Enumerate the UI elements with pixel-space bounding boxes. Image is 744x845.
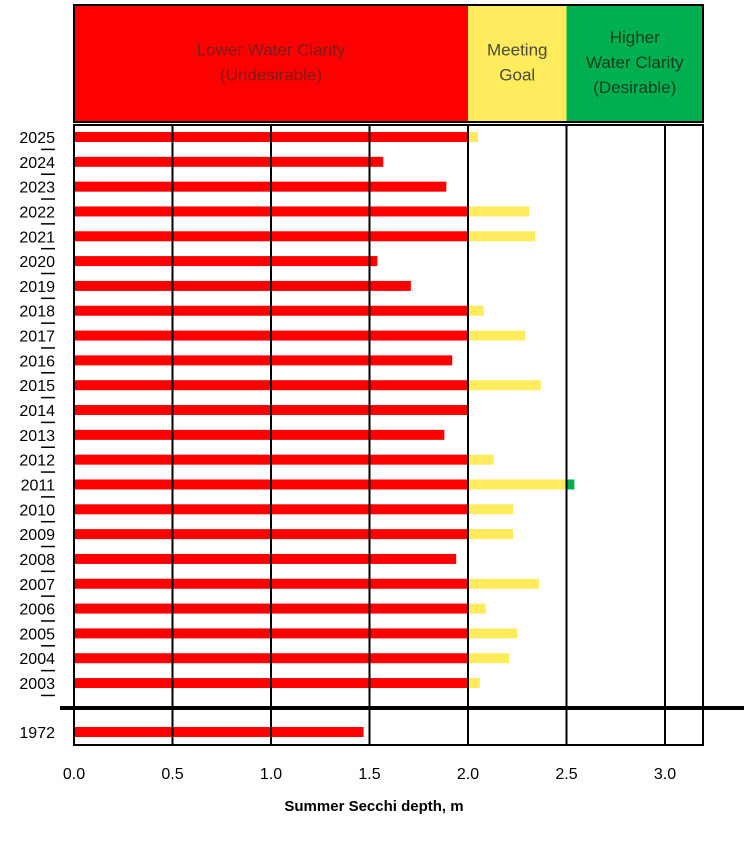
zone-label: Goal [499, 66, 535, 85]
year-label: 2015 [19, 378, 55, 395]
bar-2018 [468, 305, 484, 316]
year-labels: 2025 2024 2023 2022 2021 2020 2019 2018 2017 2016… [19, 130, 55, 742]
bar-2024 [74, 156, 384, 167]
x-axis-title: Summer Secchi depth, m [284, 798, 463, 815]
year-label: 2022 [19, 204, 55, 221]
bar-2005 [468, 628, 518, 639]
year-label: 2024 [19, 155, 55, 172]
year-label: 2025 [19, 130, 55, 147]
zone-band [566, 5, 703, 122]
bar-2006 [468, 603, 486, 614]
x-tick-label: 1.0 [260, 766, 282, 783]
bar-2003 [468, 678, 480, 689]
year-label: 2010 [19, 502, 55, 519]
zone-label: Lower Water Clarity [197, 41, 346, 60]
x-tick-labels: 0.0 0.5 1.0 1.5 2.0 2.5 3.0 [63, 766, 676, 783]
zone-label: (Desirable) [593, 78, 676, 97]
bar-2004 [468, 653, 510, 664]
year-label: 2013 [19, 428, 55, 445]
bar-2007 [468, 578, 539, 589]
header-border [73, 4, 704, 123]
x-tick-label: 2.5 [555, 766, 577, 783]
bar-2011 [468, 479, 567, 490]
year-label: 2012 [19, 453, 55, 470]
year-label: 2011 [21, 477, 56, 494]
year-label: 2023 [19, 180, 55, 197]
year-label: 2019 [19, 279, 55, 296]
bar-2013 [74, 429, 445, 440]
bar-2009 [468, 529, 514, 540]
year-label: 2018 [19, 304, 55, 321]
bar-2023 [74, 181, 447, 192]
bar-1972 [74, 727, 364, 737]
gridlines [60, 124, 744, 746]
year-label: 2021 [19, 229, 55, 246]
year-label: 2014 [19, 403, 55, 420]
zone-header: Lower Water Clarity (Undesirable) Meeting G… [73, 4, 704, 123]
bar-2008 [74, 553, 457, 564]
x-tick-label: 0.5 [161, 766, 183, 783]
bar-2017 [468, 330, 526, 341]
bar-2019 [74, 280, 411, 291]
zone-label: Water Clarity [586, 53, 684, 72]
x-tick-label: 3.0 [654, 766, 676, 783]
bar-2022 [468, 206, 530, 217]
x-tick-label: 0.0 [63, 766, 85, 783]
year-label: 2006 [19, 602, 55, 619]
bar-2011 [566, 479, 575, 490]
year-label: 2003 [19, 676, 55, 693]
year-label: 2007 [19, 577, 55, 594]
x-tick-label: 2.0 [457, 766, 479, 783]
zone-label: (Undesirable) [220, 66, 322, 85]
bar-2012 [468, 454, 494, 465]
year-label: 2017 [19, 329, 55, 346]
year-label: 1972 [19, 725, 55, 742]
bars [74, 132, 575, 737]
bar-2021 [468, 231, 535, 242]
year-label: 2008 [19, 552, 55, 569]
bar-2025 [468, 132, 478, 142]
year-label: 2005 [19, 626, 55, 643]
bar-2015 [468, 380, 541, 391]
zone-band [74, 5, 468, 122]
bar-2010 [468, 504, 514, 515]
year-label: 2009 [19, 527, 55, 544]
plot-border [73, 124, 704, 746]
x-tick-label: 1.5 [358, 766, 380, 783]
zone-band [468, 5, 567, 122]
bar-2016 [74, 355, 453, 366]
zone-label: Higher [610, 28, 660, 47]
year-label: 2016 [19, 353, 55, 370]
bar-2020 [74, 256, 378, 267]
zone-label: Meeting [487, 41, 547, 60]
year-label: 2020 [19, 254, 55, 271]
year-label: 2004 [19, 651, 55, 668]
